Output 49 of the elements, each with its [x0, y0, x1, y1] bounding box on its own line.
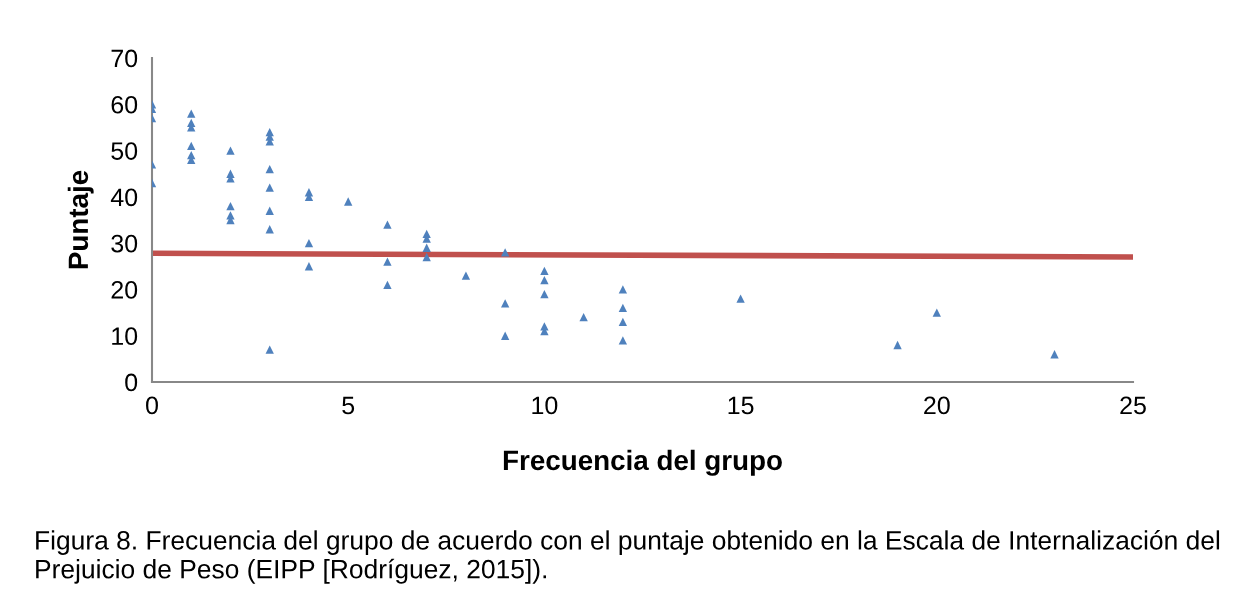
y-tick-label: 0: [125, 373, 138, 392]
y-tick-label: 40: [110, 188, 138, 207]
y-tick-label: 50: [111, 142, 138, 160]
point: [226, 146, 235, 155]
point: [344, 197, 353, 206]
x-tick-label: 0: [146, 396, 158, 415]
point: [893, 340, 902, 350]
point: [1050, 350, 1059, 359]
point: [265, 206, 274, 215]
point: [579, 313, 588, 322]
point: [422, 252, 431, 262]
point: [540, 266, 549, 276]
point: [461, 271, 471, 280]
point: [618, 336, 628, 345]
x-axis-title: Frecuencia del grupo: [503, 449, 782, 476]
point: [304, 238, 314, 248]
point: [500, 248, 510, 257]
x-tick-label: 5: [342, 396, 355, 415]
point: [187, 109, 196, 118]
x-tick-label: 10: [532, 396, 558, 415]
point: [500, 331, 510, 340]
y-tick-label: 30: [111, 234, 138, 253]
point: [265, 345, 274, 354]
point: [540, 276, 549, 285]
point: [226, 201, 235, 211]
point: [265, 183, 274, 192]
point: [422, 243, 431, 252]
point: [618, 303, 628, 313]
y-tick-label: 60: [111, 95, 138, 114]
y-tick-label: 20: [111, 281, 138, 299]
text: Figura 8. Frecuencia del grupo de acuerdo con el puntaje obtenido en la Escala de Internalización del Prejuicio de Peso (EIPP [Rodríguez, 2015]).: [36, 530, 1220, 584]
point: [187, 141, 196, 151]
x-tick-label: 20: [924, 396, 950, 415]
point: [618, 317, 628, 326]
point: [265, 164, 274, 174]
point: [383, 280, 392, 289]
point: [932, 308, 941, 317]
point: [618, 285, 628, 294]
y-axis-title: Puntaje: [67, 170, 94, 269]
point: [540, 289, 549, 299]
point: [736, 294, 745, 303]
y-tick-label: 10: [112, 327, 138, 346]
point: [304, 262, 314, 271]
x-tick-label: 25: [1120, 396, 1146, 415]
y-tick-label: 70: [111, 49, 138, 68]
point: [383, 220, 392, 229]
x-tick-label: 15: [728, 396, 754, 415]
point: [383, 257, 392, 266]
point: [500, 299, 510, 308]
